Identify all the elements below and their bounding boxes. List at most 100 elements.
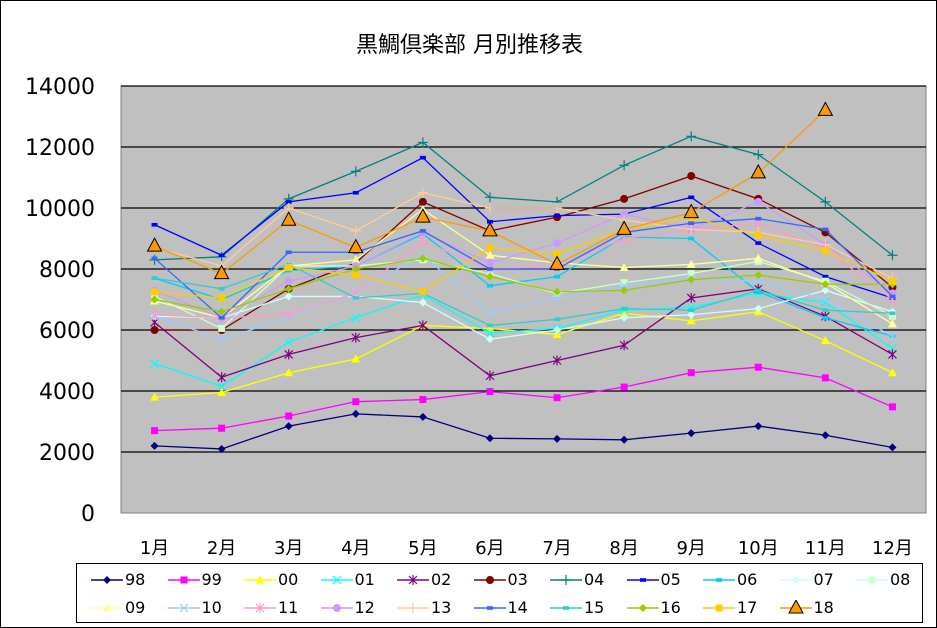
data-point-99 (687, 369, 695, 377)
data-point-16 (284, 284, 293, 293)
legend-marker (868, 576, 876, 584)
data-point-06 (822, 316, 829, 320)
data-point-09 (753, 253, 763, 262)
series-16 (150, 254, 897, 316)
legend-marker (179, 603, 188, 613)
series-line-08 (154, 259, 893, 330)
data-point-03 (418, 197, 427, 206)
data-point-00 (284, 368, 294, 377)
data-point-18 (817, 101, 834, 116)
data-point-05 (419, 155, 426, 160)
data-point-99 (486, 388, 494, 396)
data-point-98 (821, 431, 830, 440)
series-line-13 (154, 192, 893, 279)
data-point-18 (750, 163, 767, 179)
data-point-05 (151, 222, 158, 227)
data-point-99 (285, 412, 293, 420)
legend-swatch (91, 603, 123, 612)
data-point-00 (552, 330, 562, 339)
data-point-16 (150, 295, 159, 304)
data-point-18 (213, 264, 230, 280)
data-point-14 (889, 294, 896, 299)
data-point-02 (284, 349, 294, 360)
legend-label: 15 (584, 598, 605, 617)
data-point-18 (683, 203, 700, 219)
data-point-04 (887, 250, 898, 261)
y-tick-label: 8000 (39, 258, 95, 283)
data-point-99 (821, 374, 829, 382)
data-point-15 (621, 306, 628, 311)
series-98 (150, 409, 897, 453)
data-point-17 (151, 288, 159, 296)
legend-marker (255, 603, 265, 613)
series-line-05 (154, 156, 893, 299)
legend-marker (716, 578, 722, 582)
legend-item-08: 08 (850, 568, 927, 592)
legend-swatch (167, 603, 200, 613)
data-point-02 (418, 320, 428, 331)
data-point-05 (218, 253, 225, 258)
data-point-15 (486, 323, 493, 328)
data-point-08 (620, 279, 628, 287)
data-point-98 (754, 422, 763, 431)
data-point-98 (620, 435, 629, 444)
legend-marker (255, 575, 265, 584)
legend-swatch (473, 606, 506, 610)
data-point-16 (351, 265, 360, 273)
data-point-05 (755, 241, 762, 245)
legend-marker (103, 576, 111, 584)
data-point-04 (484, 192, 495, 203)
data-point-03 (620, 194, 629, 203)
data-point-17 (888, 277, 896, 285)
data-point-00 (686, 316, 696, 325)
legend-swatch (626, 578, 659, 582)
y-tick-label: 4000 (39, 380, 95, 405)
data-point-16 (485, 272, 494, 281)
legend-swatch (550, 575, 582, 585)
legend-item-98: 98 (85, 568, 162, 592)
x-tick-label: 12月 (872, 538, 913, 559)
series-99 (151, 363, 896, 435)
series-line-00 (154, 311, 893, 398)
series-line-16 (154, 257, 893, 313)
legend-item-17: 17 (697, 596, 774, 620)
legend-label: 08 (890, 570, 911, 589)
data-point-16 (217, 307, 226, 316)
data-point-16 (754, 271, 763, 280)
series-18 (146, 101, 834, 280)
data-point-05 (285, 200, 292, 204)
data-point-98 (418, 412, 427, 421)
data-point-04 (350, 166, 361, 177)
data-point-01 (150, 359, 159, 368)
legend-swatch (91, 576, 123, 584)
legend-item-02: 02 (391, 568, 468, 592)
legend-marker (485, 576, 494, 584)
data-point-00 (217, 388, 227, 397)
legend-marker (180, 576, 187, 584)
data-point-10 (820, 295, 830, 304)
data-point-07 (553, 326, 562, 334)
data-point-02 (552, 355, 562, 366)
legend-swatch (397, 575, 429, 585)
data-point-07 (754, 304, 763, 313)
data-point-04 (686, 131, 697, 142)
data-point-17 (821, 247, 829, 255)
legend-label: 16 (660, 598, 681, 617)
legend-item-00: 00 (238, 568, 315, 592)
data-point-98 (553, 434, 562, 443)
legend-label: 04 (584, 570, 605, 589)
data-point-15 (688, 308, 695, 312)
series-line-07 (154, 289, 893, 340)
y-tick-label: 14000 (25, 75, 95, 100)
data-point-13 (484, 203, 495, 213)
series-line-17 (154, 216, 893, 299)
data-point-18 (280, 211, 297, 226)
x-tick-label: 2月 (207, 538, 236, 559)
data-point-00 (820, 336, 830, 345)
legend-swatch (703, 578, 735, 582)
data-point-14 (822, 227, 829, 232)
x-tick-label: 10月 (738, 538, 779, 559)
data-point-18 (146, 237, 163, 252)
data-point-05 (352, 190, 359, 195)
